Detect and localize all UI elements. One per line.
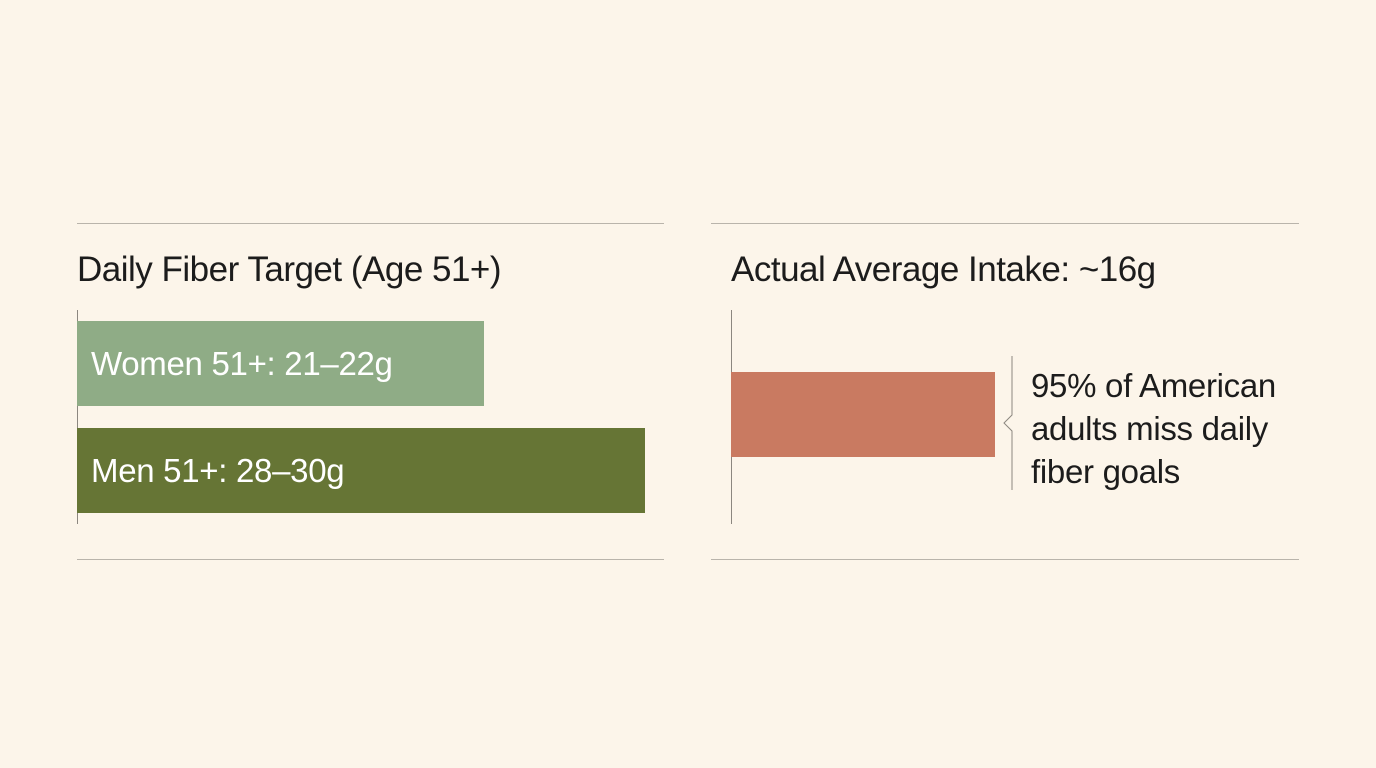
men-target-label: Men 51+: 28–30g (91, 452, 345, 489)
women-target-label: Women 51+: 21–22g (91, 345, 393, 382)
callout-annotation: 95% of American adults miss daily fiber … (1031, 367, 1276, 490)
women-target-bar: Women 51+: 21–22g (77, 321, 484, 406)
actual-intake-panel: Actual Average Intake: ~16g 95% of Ameri… (711, 223, 1299, 560)
actual-intake-title: Actual Average Intake: ~16g (731, 250, 1156, 289)
actual-intake-bar (731, 372, 995, 457)
men-target-bar: Men 51+: 28–30g (77, 428, 645, 513)
callout-bracket (1003, 356, 1013, 490)
fiber-target-axis (77, 310, 78, 524)
fiber-target-panel: Daily Fiber Target (Age 51+) Women 51+: … (77, 223, 664, 560)
fiber-target-title: Daily Fiber Target (Age 51+) (77, 250, 502, 289)
